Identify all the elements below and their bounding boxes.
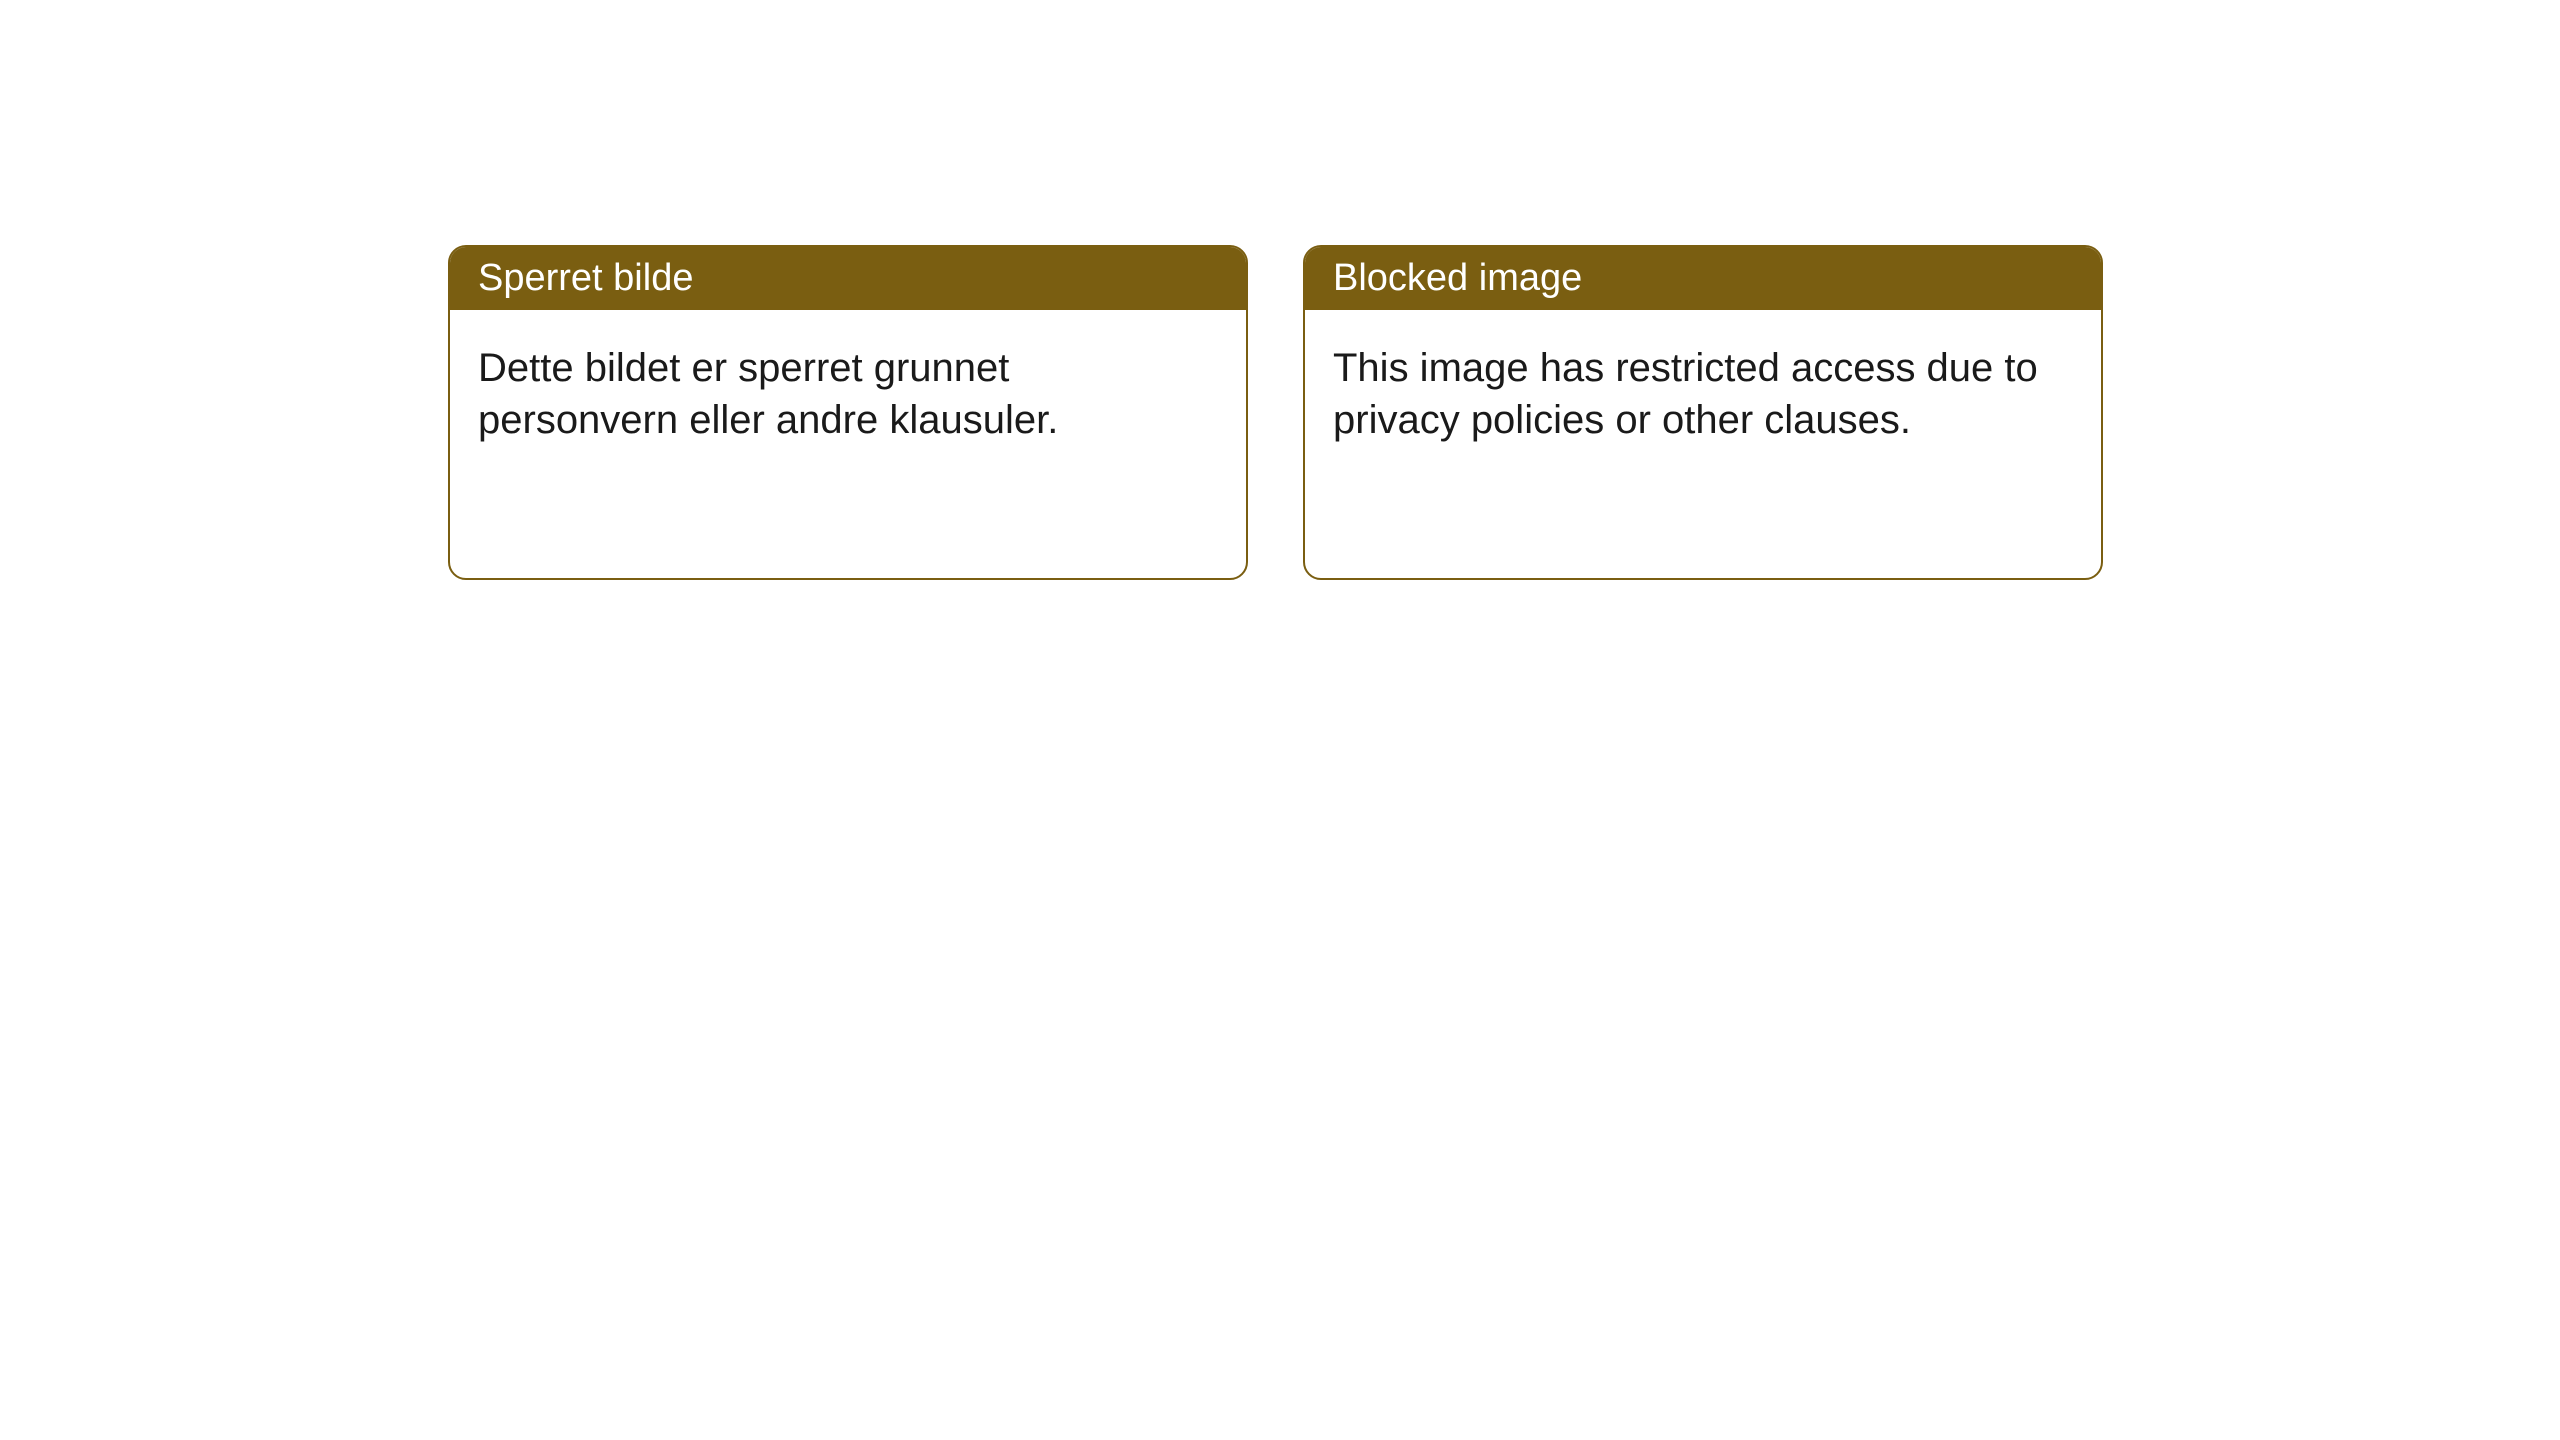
- notice-cards-container: Sperret bilde Dette bildet er sperret gr…: [448, 245, 2103, 580]
- card-body-norwegian: Dette bildet er sperret grunnet personve…: [450, 310, 1246, 478]
- card-title-norwegian: Sperret bilde: [450, 247, 1246, 310]
- card-body-english: This image has restricted access due to …: [1305, 310, 2101, 478]
- blocked-image-card-norwegian: Sperret bilde Dette bildet er sperret gr…: [448, 245, 1248, 580]
- blocked-image-card-english: Blocked image This image has restricted …: [1303, 245, 2103, 580]
- card-title-english: Blocked image: [1305, 247, 2101, 310]
